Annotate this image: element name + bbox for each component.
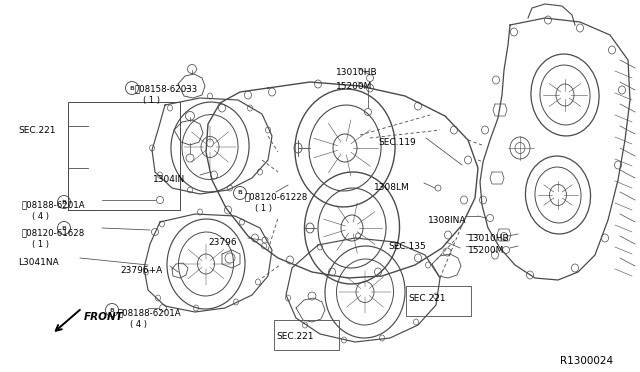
Text: Ⓑ08188-6201A: Ⓑ08188-6201A bbox=[118, 308, 182, 317]
Text: SEC.221: SEC.221 bbox=[408, 294, 445, 303]
Text: 1308LM: 1308LM bbox=[374, 183, 410, 192]
Text: ( 4 ): ( 4 ) bbox=[130, 320, 147, 329]
Text: 23796+A: 23796+A bbox=[120, 266, 163, 275]
Text: SEC.221: SEC.221 bbox=[18, 126, 56, 135]
Text: 15200M: 15200M bbox=[468, 246, 504, 255]
Bar bbox=[274, 320, 339, 350]
Text: 13010HB: 13010HB bbox=[336, 68, 378, 77]
Text: Ⓑ08158-62033: Ⓑ08158-62033 bbox=[135, 84, 198, 93]
Text: FRONT: FRONT bbox=[84, 312, 124, 322]
Text: 13010HB: 13010HB bbox=[468, 234, 509, 243]
Text: B: B bbox=[129, 86, 134, 90]
Text: 23796: 23796 bbox=[208, 238, 237, 247]
Text: ( 1 ): ( 1 ) bbox=[32, 240, 49, 249]
Text: 1304IN: 1304IN bbox=[153, 175, 185, 184]
Text: ( 1 ): ( 1 ) bbox=[143, 96, 160, 105]
Text: SEC.135: SEC.135 bbox=[388, 242, 426, 251]
Bar bbox=[406, 286, 471, 316]
Text: Ⓑ08188-6201A: Ⓑ08188-6201A bbox=[22, 200, 86, 209]
Text: Ⓑ08120-61228: Ⓑ08120-61228 bbox=[245, 192, 308, 201]
Text: Ⓑ08120-61628: Ⓑ08120-61628 bbox=[22, 228, 85, 237]
Text: B: B bbox=[61, 225, 67, 231]
Text: ( 4 ): ( 4 ) bbox=[32, 212, 49, 221]
Text: 1308INA: 1308INA bbox=[428, 216, 467, 225]
Text: 15200M: 15200M bbox=[336, 82, 372, 91]
Text: B: B bbox=[61, 199, 67, 205]
Text: ( 1 ): ( 1 ) bbox=[255, 204, 272, 213]
Text: R1300024: R1300024 bbox=[560, 356, 613, 366]
Text: B: B bbox=[237, 190, 243, 196]
Text: SEC.119: SEC.119 bbox=[378, 138, 416, 147]
Bar bbox=[68, 102, 180, 210]
Text: SEC.221: SEC.221 bbox=[276, 332, 314, 341]
Text: B: B bbox=[109, 308, 115, 312]
Text: L3041NA: L3041NA bbox=[18, 258, 59, 267]
